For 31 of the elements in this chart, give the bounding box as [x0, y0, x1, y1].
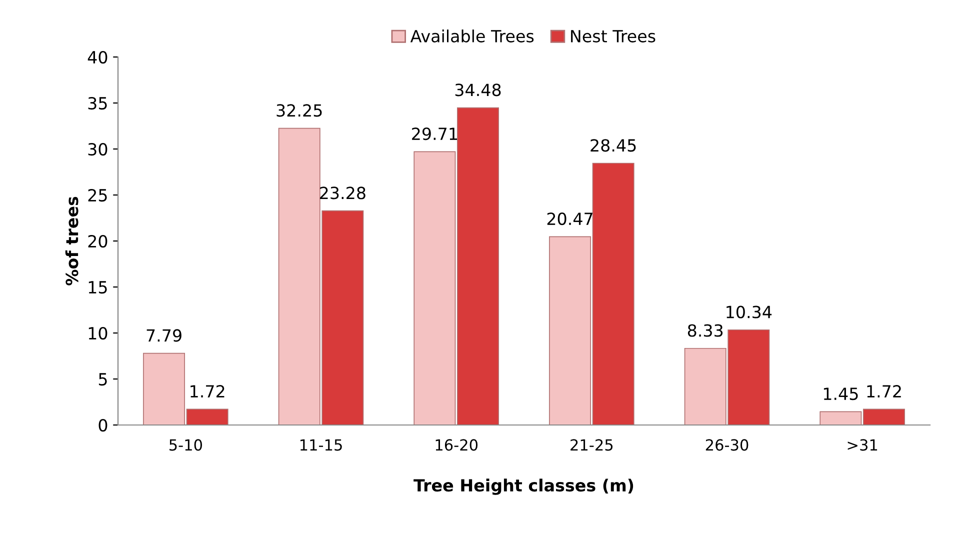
legend-label: Available Trees	[410, 30, 534, 42]
x-tick-label: 11-15	[300, 439, 342, 451]
y-tick-label: 10	[88, 326, 108, 340]
data-label: 28.45	[590, 139, 636, 152]
y-tick-label: 0	[98, 418, 108, 432]
data-label: 1.72	[867, 385, 901, 398]
data-label: 7.79	[146, 329, 182, 342]
x-tick-label: 5-10	[170, 439, 202, 451]
data-label: 8.33	[688, 324, 723, 337]
legend-label: Nest Trees	[571, 30, 656, 42]
data-label: 20.47	[547, 212, 592, 226]
x-axis-title: Tree Height classes (m)	[414, 478, 634, 495]
x-tick-label: 26-30	[706, 439, 748, 451]
data-label: 29.71	[412, 128, 457, 140]
x-tick-label: >31	[848, 439, 878, 451]
data-label: 32.25	[276, 104, 322, 117]
x-tick-label: 16-20	[436, 439, 478, 451]
x-tick-label: 21-25	[570, 439, 613, 451]
y-tick-label: 30	[88, 142, 108, 156]
y-axis-title: %of trees	[65, 196, 78, 286]
data-label: 23.28	[320, 186, 366, 200]
data-label: 34.48	[455, 84, 501, 96]
y-tick-label: 25	[88, 188, 107, 202]
data-label: 1.72	[190, 385, 224, 398]
data-label: 10.34	[726, 306, 772, 318]
data-label: 1.45	[824, 388, 858, 400]
y-tick-label: 35	[88, 96, 107, 110]
y-tick-label: 15	[88, 281, 107, 294]
y-tick-label: 20	[88, 234, 108, 248]
y-tick-label: 40	[88, 50, 108, 64]
y-tick-label: 5	[98, 373, 107, 386]
